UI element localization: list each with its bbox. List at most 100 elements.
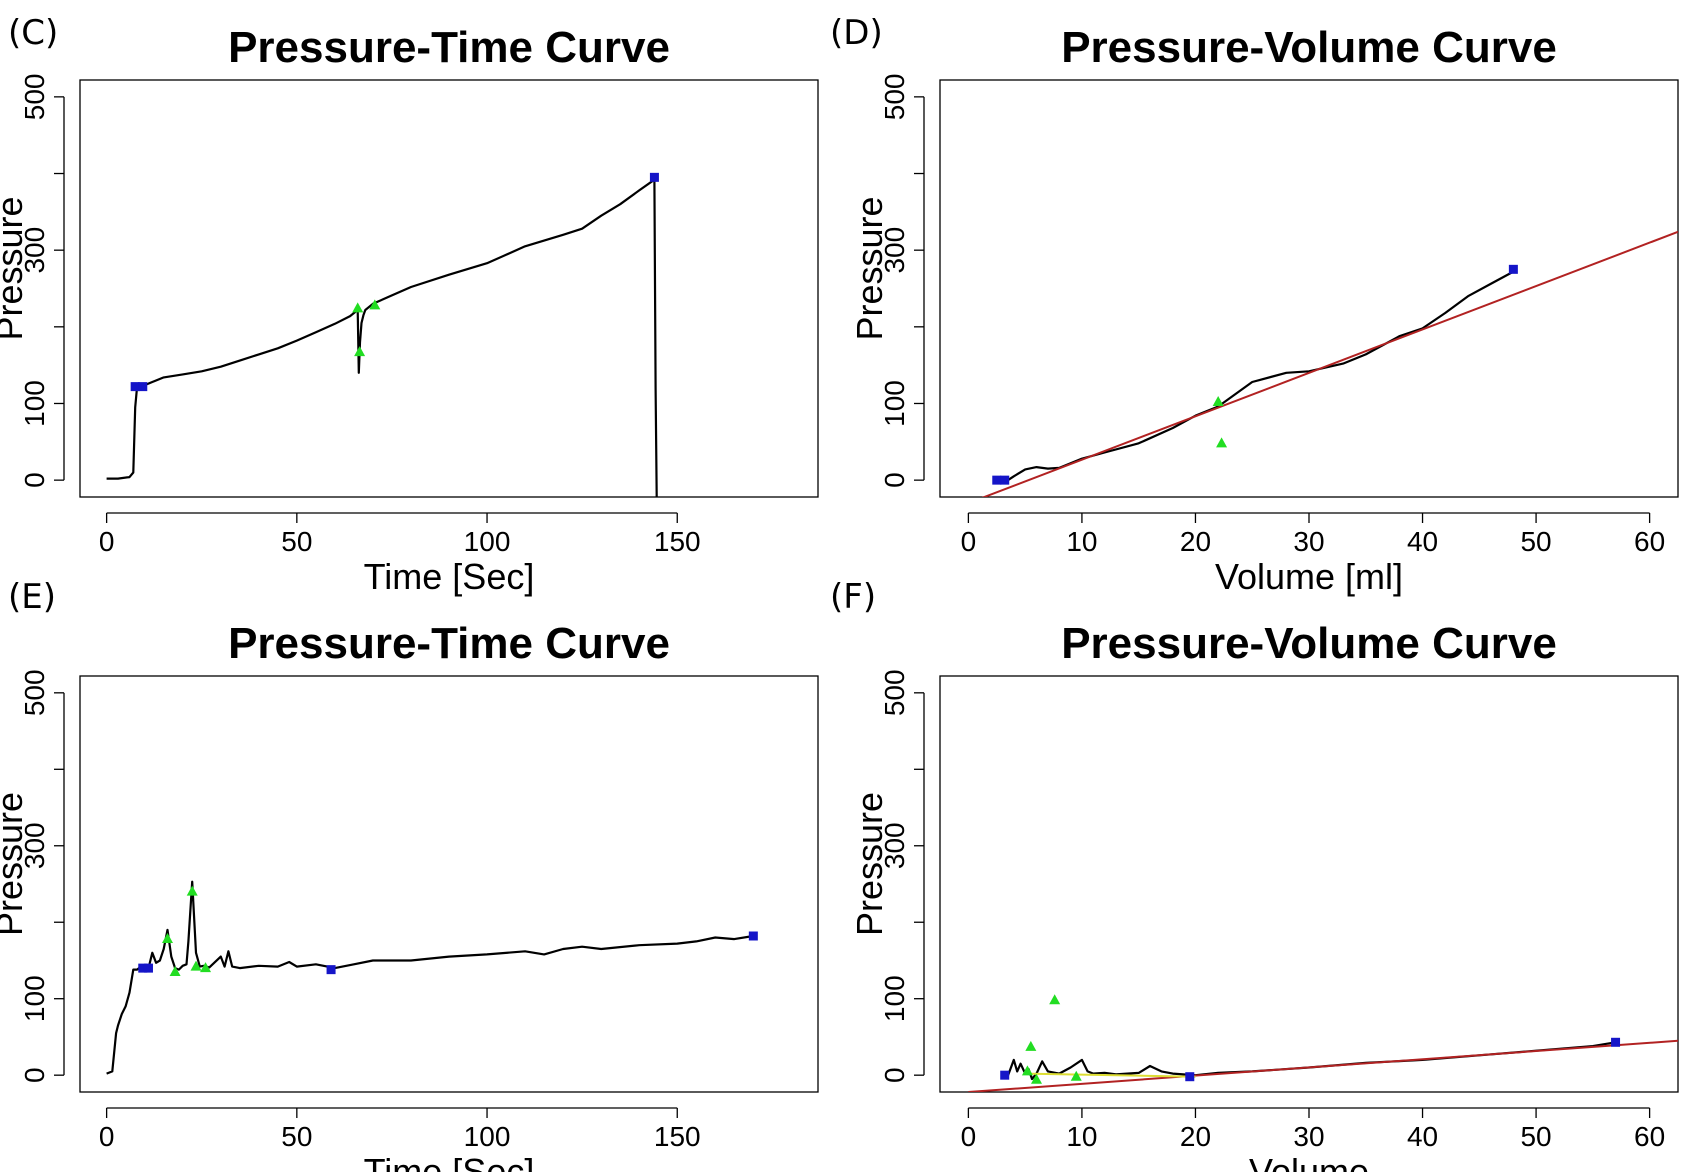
chart-panel-4: (F) Pressure-Volume Curve 0 10 20 30 40 50 60 Vol… <box>830 577 1679 1172</box>
marker-triangle <box>190 960 202 971</box>
x-tick-label: 100 <box>464 1121 511 1152</box>
y-tick-label: 300 <box>879 227 910 274</box>
chart-title: Pressure-Time Curve <box>228 619 670 668</box>
plot-frame <box>79 79 819 498</box>
y-tick-label: 300 <box>879 822 910 869</box>
panel-tag: (C) <box>8 13 58 53</box>
x-tick-label: 30 <box>1293 1121 1324 1152</box>
y-axis: 0 100 300 500 <box>879 669 925 1083</box>
marker-triangle <box>169 965 181 976</box>
x-tick-label: 10 <box>1066 526 1097 557</box>
y-tick-label: 0 <box>879 1067 910 1083</box>
x-tick-label: 10 <box>1066 1121 1097 1152</box>
marker-square <box>649 172 659 182</box>
y-axis-label: Pressure <box>0 792 30 936</box>
x-tick-label: 150 <box>654 526 701 557</box>
chart-panel-2: (D) Pressure-Volume Curve 0 10 20 30 40 50 60 Vol… <box>830 13 1679 597</box>
x-tick-label: 150 <box>654 1121 701 1152</box>
marker-square <box>138 963 148 973</box>
x-tick-label: 0 <box>99 1121 115 1152</box>
plot-area <box>968 994 1678 1092</box>
y-tick-label: 0 <box>19 472 50 488</box>
y-tick-label: 0 <box>19 1067 50 1083</box>
y-tick-label: 100 <box>879 380 910 427</box>
pressure-curve <box>1007 1041 1616 1081</box>
fit-line <box>1025 1072 1196 1078</box>
chart-panel-3: (E) Pressure-Time Curve 0 50 100 150 Time [Sec… <box>0 577 819 1172</box>
x-tick-label: 60 <box>1634 526 1665 557</box>
x-tick-label: 40 <box>1407 1121 1438 1152</box>
marker-triangle <box>1212 395 1224 406</box>
marker-triangle <box>1070 1070 1082 1081</box>
marker-square <box>748 931 758 941</box>
marker-triangle <box>200 962 212 973</box>
pressure-curve <box>106 880 754 1075</box>
y-axis: 0 100 300 500 <box>879 74 925 488</box>
marker-square <box>1000 475 1010 485</box>
marker-triangle <box>354 346 366 357</box>
y-tick-label: 500 <box>879 669 910 716</box>
chart-title: Pressure-Time Curve <box>228 23 670 72</box>
plot-frame <box>939 79 1679 498</box>
chart-title: Pressure-Volume Curve <box>1061 23 1557 72</box>
x-axis-label: Volume [ml] <box>1215 556 1403 597</box>
x-axis: 0 50 100 150 <box>99 1107 701 1152</box>
x-axis-label: Time [Sec] <box>364 1151 535 1172</box>
plot-frame <box>939 675 1679 1093</box>
y-axis: 0 100 300 500 <box>19 669 65 1083</box>
marker-square <box>138 382 148 392</box>
y-axis-label: Pressure <box>0 196 30 340</box>
marker-triangle <box>352 302 364 313</box>
x-tick-label: 20 <box>1180 526 1211 557</box>
y-axis-label: Pressure <box>849 196 890 340</box>
x-tick-label: 30 <box>1293 526 1324 557</box>
x-axis: 0 10 20 30 40 50 60 <box>961 1107 1665 1152</box>
y-tick-label: 500 <box>19 669 50 716</box>
x-tick-label: 20 <box>1180 1121 1211 1152</box>
marker-square <box>1611 1037 1621 1047</box>
fit-line <box>968 1039 1678 1092</box>
x-axis-label: Volume <box>1249 1151 1369 1172</box>
y-tick-label: 100 <box>19 975 50 1022</box>
chart-title: Pressure-Volume Curve <box>1061 619 1557 668</box>
x-tick-label: 0 <box>961 526 977 557</box>
y-tick-label: 500 <box>19 74 50 121</box>
x-axis: 0 10 20 30 40 50 60 <box>961 512 1665 557</box>
y-axis: 0 100 300 500 <box>19 74 65 488</box>
x-tick-label: 0 <box>961 1121 977 1152</box>
panel-tag: (D) <box>830 13 883 53</box>
y-axis-label: Pressure <box>849 792 890 936</box>
x-tick-label: 50 <box>281 1121 312 1152</box>
marker-square <box>992 475 1002 485</box>
plot-area <box>106 880 758 1075</box>
marker-square <box>1000 1070 1010 1080</box>
x-axis-label: Time [Sec] <box>364 556 535 597</box>
y-tick-label: 300 <box>19 227 50 274</box>
x-tick-label: 60 <box>1634 1121 1665 1152</box>
marker-square <box>1185 1072 1195 1082</box>
panel-tag: (E) <box>8 577 56 617</box>
marker-triangle <box>1216 437 1228 448</box>
y-tick-label: 100 <box>879 975 910 1022</box>
y-tick-label: 0 <box>879 472 910 488</box>
marker-square <box>143 963 153 973</box>
chart-panel-1: (C) Pressure-Time Curve 0 50 100 150 Time [Sec… <box>0 13 819 597</box>
marker-triangle <box>186 885 198 896</box>
marker-triangle <box>1021 1065 1033 1076</box>
x-tick-label: 100 <box>464 526 511 557</box>
x-tick-label: 50 <box>1520 1121 1551 1152</box>
plot-area <box>981 230 1678 497</box>
marker-square <box>130 382 140 392</box>
y-tick-label: 300 <box>19 822 50 869</box>
y-tick-label: 100 <box>19 380 50 427</box>
marker-square <box>326 965 336 975</box>
marker-triangle <box>369 299 381 310</box>
x-tick-label: 0 <box>99 526 115 557</box>
marker-triangle <box>1049 994 1061 1005</box>
panel-tag: (F) <box>830 577 876 617</box>
y-tick-label: 500 <box>879 74 910 121</box>
pressure-curve <box>106 178 658 497</box>
marker-triangle <box>161 933 173 944</box>
plot-frame <box>79 675 819 1093</box>
